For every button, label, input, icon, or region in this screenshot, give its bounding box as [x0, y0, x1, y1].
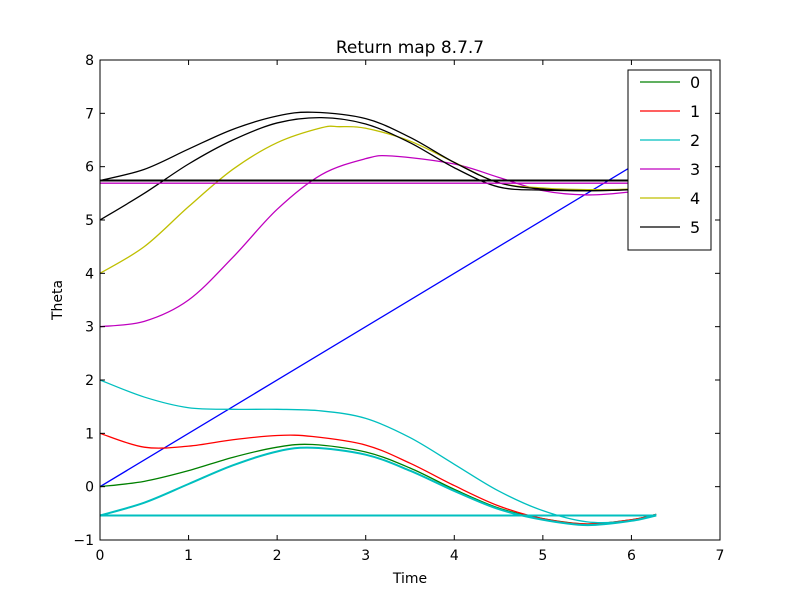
y-tick-label: 5: [85, 213, 94, 229]
x-tick-label: 2: [273, 548, 282, 564]
y-tick-label: 7: [85, 106, 94, 122]
y-axis-label: Theta: [50, 280, 66, 321]
series-line-6: [100, 151, 657, 488]
series-line-8: [100, 446, 657, 527]
legend-box: [627, 69, 712, 251]
x-tick-label: 4: [450, 548, 459, 564]
series-layer: [100, 111, 657, 527]
legend-label: 1: [690, 102, 700, 121]
y-tick-label: −1: [73, 533, 94, 549]
series-line-1: [100, 432, 657, 525]
legend-label: 2: [690, 131, 700, 150]
x-tick-label: 1: [184, 548, 193, 564]
legend-label: 5: [690, 218, 700, 237]
x-tick-label: 5: [538, 548, 547, 564]
y-axis: −1 0 1 2 3 4 5 6 7 8: [73, 53, 720, 549]
legend-label: 3: [690, 160, 700, 179]
x-tick-label: 6: [627, 548, 636, 564]
series-line-2: [100, 379, 657, 524]
y-tick-label: 6: [85, 160, 94, 176]
y-tick-label: 3: [85, 320, 94, 336]
series-line-3: [100, 154, 657, 328]
legend-label: 4: [690, 189, 700, 208]
y-tick-label: 4: [85, 266, 94, 282]
x-tick-label: 7: [716, 548, 725, 564]
chart-title: Return map 8.7.7: [336, 38, 484, 58]
series-line-4: [100, 125, 657, 274]
y-tick-label: 2: [85, 373, 94, 389]
x-tick-label: 3: [361, 548, 370, 564]
legend-label: 0: [690, 73, 700, 92]
y-tick-label: 1: [85, 426, 94, 442]
x-axis: 0 1 2 3 4 5 6 7: [96, 60, 725, 564]
x-axis-label: Time: [392, 571, 427, 587]
series-line-7: [100, 111, 657, 192]
x-tick-label: 0: [96, 548, 105, 564]
legend: 0 1 2 3 4 5: [627, 69, 712, 251]
plot-frame: [99, 59, 721, 541]
y-tick-label: 8: [85, 53, 94, 69]
y-tick-label: 0: [85, 480, 94, 496]
